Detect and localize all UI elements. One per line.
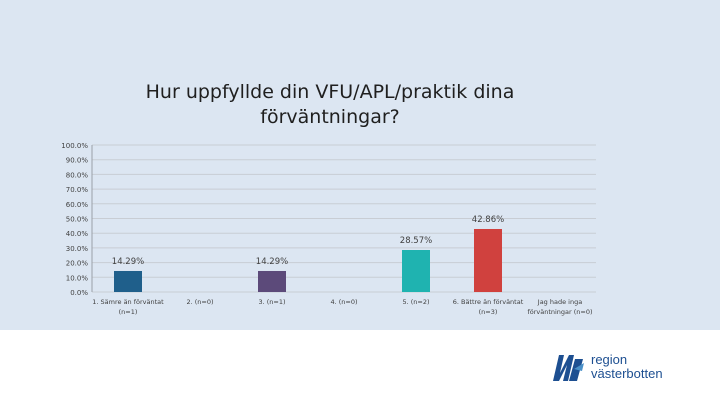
y-tick-label: 70.0%: [66, 186, 89, 194]
chart-title: Hur uppfyllde din VFU/APL/praktik dina f…: [120, 80, 540, 130]
y-tick-label: 20.0%: [66, 260, 89, 268]
y-tick-label: 90.0%: [66, 157, 89, 165]
logo-text: region västerbotten: [591, 353, 663, 381]
region-vasterbotten-logo: region västerbotten: [551, 353, 701, 383]
logo-mark-icon: [553, 355, 584, 381]
bar: [258, 270, 286, 292]
y-tick-label: 10.0%: [66, 274, 89, 282]
x-tick-label: 4. (n=0): [330, 298, 357, 306]
x-tick-label: förväntningar (n=0): [527, 308, 592, 316]
x-tick-label: 5. (n=2): [402, 298, 429, 306]
y-tick-label: 40.0%: [66, 230, 89, 238]
bar: [402, 250, 430, 292]
data-label: 14.29%: [112, 257, 144, 267]
x-tick-label: 1. Sämre än förväntat: [92, 298, 164, 306]
y-tick-label: 60.0%: [66, 201, 89, 209]
y-tick-label: 50.0%: [66, 216, 89, 224]
y-tick-label: 80.0%: [66, 171, 89, 179]
x-tick-label: 6. Bättre än förväntat: [453, 298, 524, 306]
logo-text-line-1: region: [591, 352, 628, 367]
y-tick-label: 100.0%: [61, 142, 88, 150]
logo-text-line-2: västerbotten: [591, 366, 663, 381]
chart-title-line-2: förväntningar?: [260, 106, 400, 128]
y-tick-label: 0.0%: [70, 289, 88, 297]
x-tick-label: (n=3): [479, 308, 498, 316]
x-tick-label: Jag hade inga: [537, 298, 582, 306]
bar: [114, 270, 142, 292]
x-tick-label: (n=1): [119, 308, 138, 316]
chart-title-line-1: Hur uppfyllde din VFU/APL/praktik dina: [145, 81, 515, 103]
x-tick-label: 3. (n=1): [258, 298, 285, 306]
data-label: 42.86%: [472, 215, 504, 225]
data-label: 28.57%: [400, 236, 432, 246]
x-tick-label: 2. (n=0): [186, 298, 213, 306]
bar: [474, 228, 502, 292]
y-tick-label: 30.0%: [66, 245, 89, 253]
data-label: 14.29%: [256, 257, 288, 267]
